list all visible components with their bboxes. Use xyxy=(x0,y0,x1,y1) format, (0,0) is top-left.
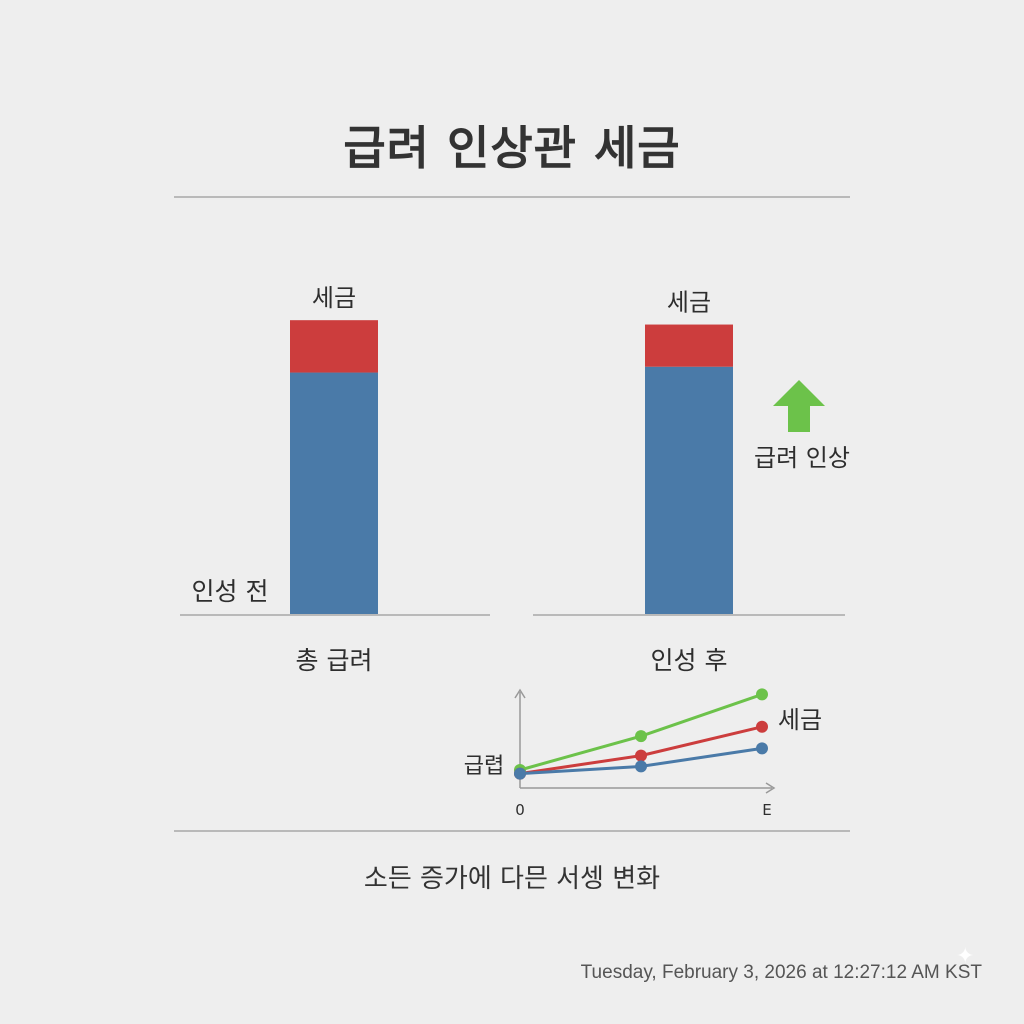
tax-bar-segment xyxy=(645,324,733,367)
series-point xyxy=(756,720,768,733)
mini-series-label: 세금 xyxy=(778,706,822,734)
mini-ylabel: 급렵 xyxy=(464,754,504,779)
tax-bar-segment xyxy=(290,320,378,373)
top-divider xyxy=(174,196,850,198)
salary-bar-segment xyxy=(290,372,378,614)
chart-caption: 소든 증가에 다믄 서셍 변화 xyxy=(363,864,661,894)
sparkle-icon: ✦ xyxy=(956,944,975,969)
up-arrow-icon xyxy=(773,380,825,432)
mini-axes xyxy=(514,688,776,794)
series-point xyxy=(756,688,768,701)
bottom-divider xyxy=(174,830,850,832)
series-point xyxy=(756,742,768,755)
arrow-label: 급려 인상 xyxy=(754,444,850,472)
chart-title: 급려 인상관 세금 xyxy=(343,121,681,175)
timestamp: Tuesday, February 3, 2026 at 12:27:12 AM… xyxy=(580,962,982,983)
segment-label: 세금 xyxy=(312,284,356,312)
x-tick-label: 0 xyxy=(515,801,525,819)
series-point xyxy=(635,749,647,762)
bar-side-label: 인성 전 xyxy=(192,577,269,606)
segment-label: 세금 xyxy=(667,289,711,317)
series-point xyxy=(635,760,647,773)
group-label: 총 급려 xyxy=(296,646,373,675)
salary-bar-segment xyxy=(645,366,733,614)
x-tick-label: E xyxy=(762,801,771,819)
series-point xyxy=(514,767,526,780)
lines-layer xyxy=(514,688,768,780)
series-point xyxy=(635,730,647,743)
group-label: 인성 후 xyxy=(651,646,728,675)
